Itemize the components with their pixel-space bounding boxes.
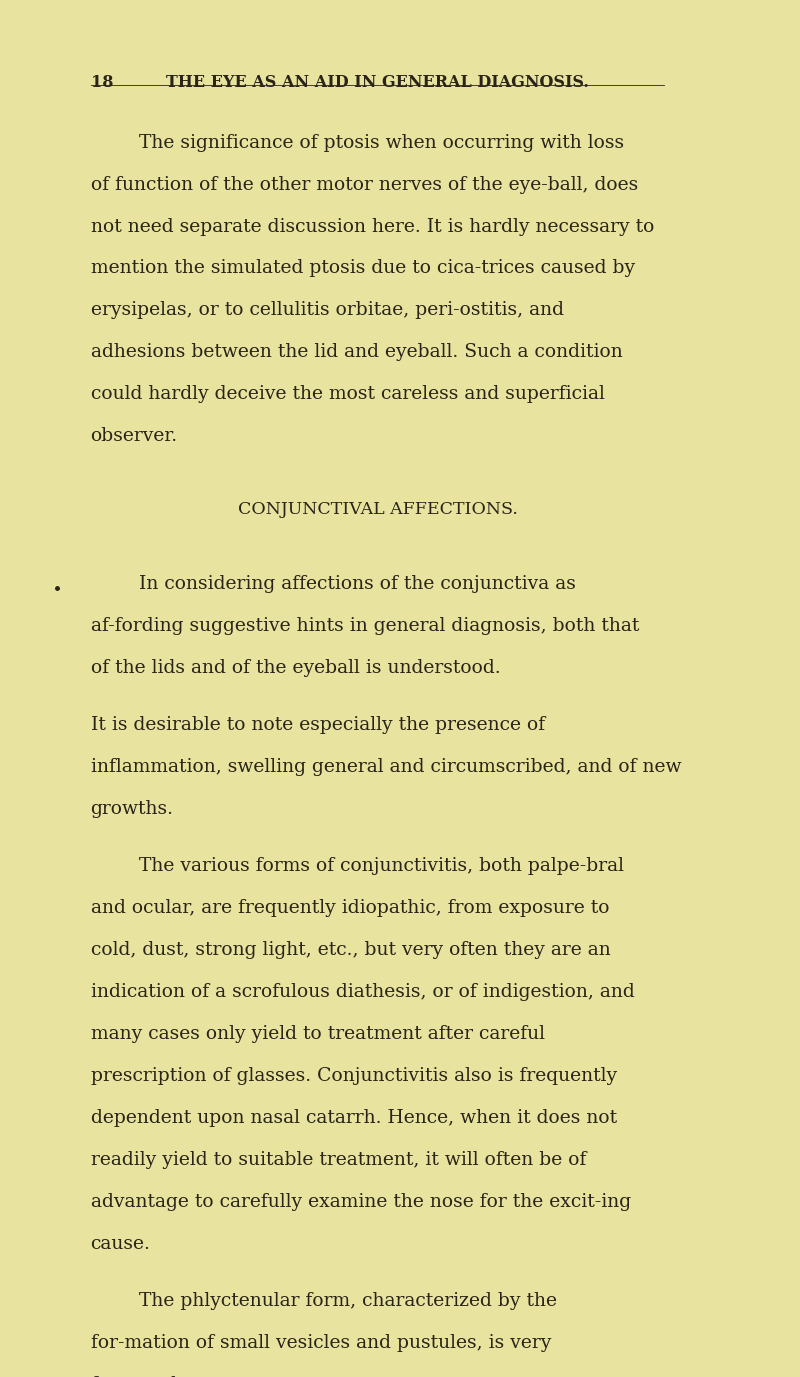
Text: of the lids and of the eyeball is understood.: of the lids and of the eyeball is unders… <box>90 660 500 677</box>
Text: inflammation, swelling general and circumscribed, and of new: inflammation, swelling general and circu… <box>90 759 681 777</box>
Text: The significance of ptosis when occurring with loss: The significance of ptosis when occurrin… <box>90 134 624 151</box>
Text: adhesions between the lid and eyeball. Such a condition: adhesions between the lid and eyeball. S… <box>90 343 622 361</box>
Text: not need separate discussion here. It is hardly necessary to: not need separate discussion here. It is… <box>90 218 654 235</box>
Text: readily yield to suitable treatment, it will often be of: readily yield to suitable treatment, it … <box>90 1151 586 1169</box>
Text: growths.: growths. <box>90 800 174 818</box>
Text: CONJUNCTIVAL AFFECTIONS.: CONJUNCTIVAL AFFECTIONS. <box>238 501 518 518</box>
Text: mention the simulated ptosis due to cica-trices caused by: mention the simulated ptosis due to cica… <box>90 259 634 278</box>
Text: erysipelas, or to cellulitis orbitae, peri-ostitis, and: erysipelas, or to cellulitis orbitae, pe… <box>90 302 564 319</box>
Text: observer.: observer. <box>90 427 178 445</box>
Text: cause.: cause. <box>90 1235 150 1253</box>
Text: THE EYE AS AN AID IN GENERAL DIAGNOSIS.: THE EYE AS AN AID IN GENERAL DIAGNOSIS. <box>166 74 589 91</box>
Text: of function of the other motor nerves of the eye-ball, does: of function of the other motor nerves of… <box>90 175 638 194</box>
Text: for-mation of small vesicles and pustules, is very: for-mation of small vesicles and pustule… <box>90 1334 551 1352</box>
Text: af-fording suggestive hints in general diagnosis, both that: af-fording suggestive hints in general d… <box>90 617 639 635</box>
Text: In considering affections of the conjunctiva as: In considering affections of the conjunc… <box>90 576 575 593</box>
Text: The various forms of conjunctivitis, both palpe-bral: The various forms of conjunctivitis, bot… <box>90 858 624 876</box>
Text: and ocular, are frequently idiopathic, from exposure to: and ocular, are frequently idiopathic, f… <box>90 899 609 917</box>
Text: many cases only yield to treatment after careful: many cases only yield to treatment after… <box>90 1026 545 1044</box>
Text: prescription of glasses. Conjunctivitis also is frequently: prescription of glasses. Conjunctivitis … <box>90 1067 617 1085</box>
Text: cold, dust, strong light, etc., but very often they are an: cold, dust, strong light, etc., but very… <box>90 942 610 960</box>
Text: It is desirable to note especially the presence of: It is desirable to note especially the p… <box>90 716 545 734</box>
Text: advantage to carefully examine the nose for the excit-ing: advantage to carefully examine the nose … <box>90 1194 630 1212</box>
Text: dependent upon nasal catarrh. Hence, when it does not: dependent upon nasal catarrh. Hence, whe… <box>90 1110 617 1128</box>
Text: 18: 18 <box>90 74 113 91</box>
Text: The phlyctenular form, characterized by the: The phlyctenular form, characterized by … <box>90 1293 557 1311</box>
Text: indication of a scrofulous diathesis, or of indigestion, and: indication of a scrofulous diathesis, or… <box>90 983 634 1001</box>
Text: could hardly deceive the most careless and superficial: could hardly deceive the most careless a… <box>90 386 605 403</box>
